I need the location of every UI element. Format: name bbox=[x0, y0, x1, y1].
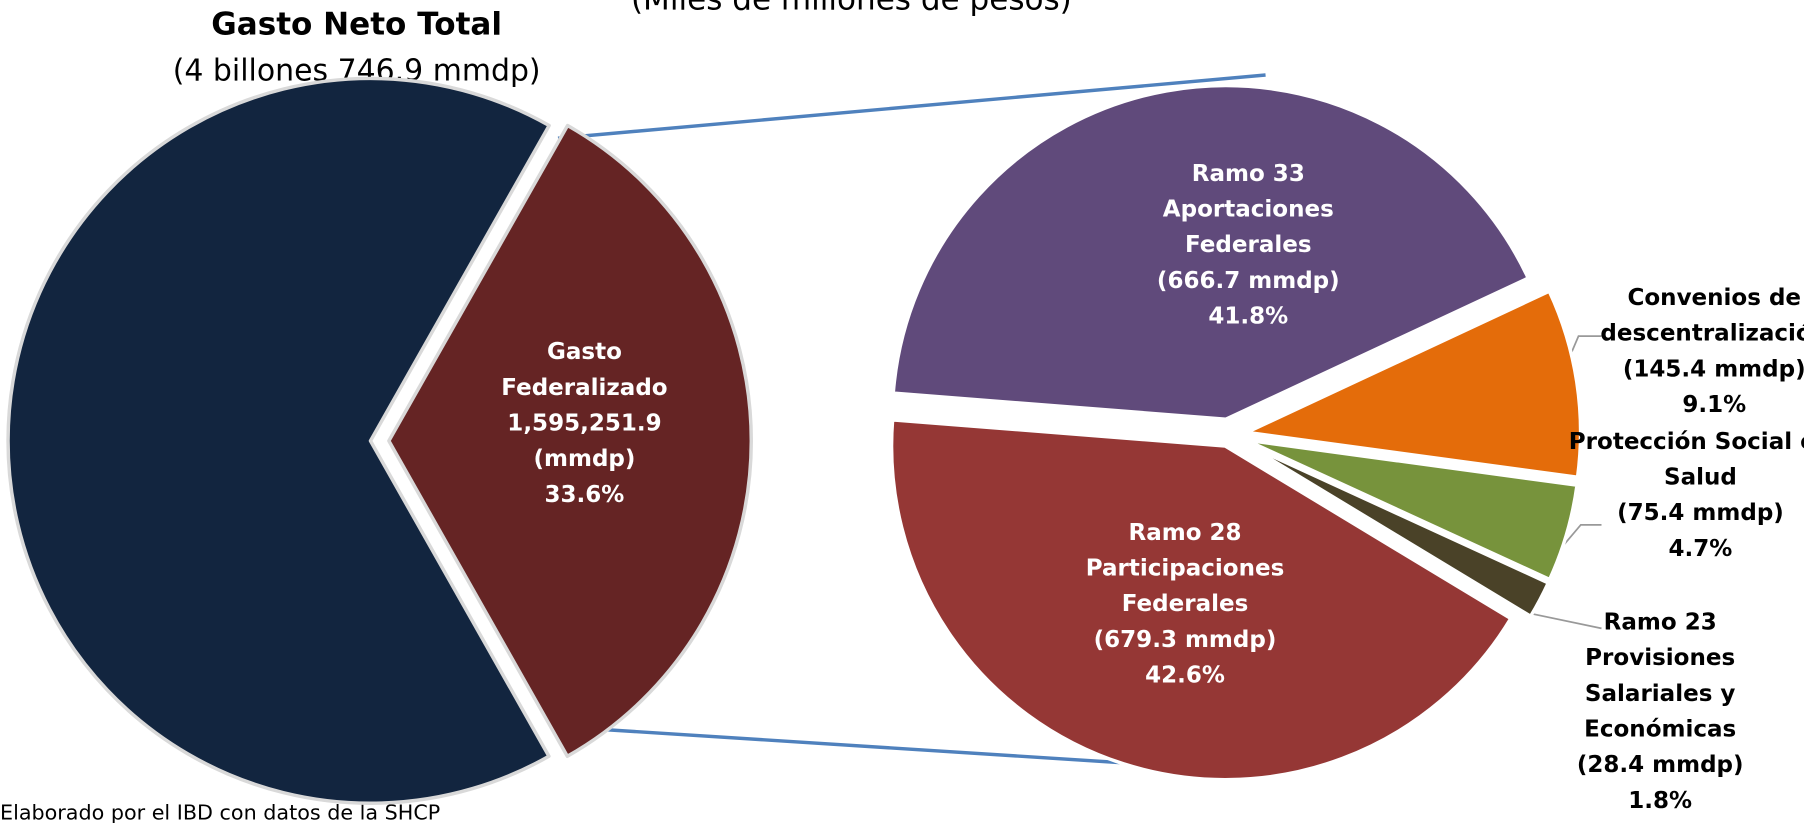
amount-label: (145.4 mmdp) bbox=[1622, 354, 1804, 383]
amount-label: (28.4 mmdp) bbox=[1576, 750, 1744, 778]
pie-slice bbox=[6, 76, 551, 805]
slice-label: Ramo 23 Provisiones Salariales y Económi… bbox=[1574, 604, 1747, 818]
pie-slice bbox=[891, 83, 1530, 421]
category-label: Protección Social en Salud bbox=[1568, 427, 1804, 491]
category-label: Ramo 33 Aportaciones Federales bbox=[1162, 158, 1334, 258]
value-label: 41.8% bbox=[1208, 301, 1289, 330]
source-note: Elaborado por el IBD con datos de la SHC… bbox=[0, 800, 440, 823]
slice-label: Protección Social en Salud (75.4 mmdp) 4.7… bbox=[1567, 424, 1804, 567]
category-label: Gasto Federalizado bbox=[501, 337, 668, 401]
slice-label: Ramo 28 Participaciones Federales (679.3 … bbox=[1064, 514, 1306, 692]
slice-label-text: Protección Social en Salud (75.4 mmdp) 4.7… bbox=[1567, 424, 1804, 567]
pie-slice bbox=[889, 418, 1513, 782]
slice-label: Convenios de descentralización (145.4 mmd… bbox=[1576, 280, 1804, 423]
value-label: 33.6% bbox=[544, 479, 625, 508]
amount-label: (75.4 mmdp) bbox=[1617, 498, 1784, 526]
slice-label-text: Ramo 28 Participaciones Federales (679.3 … bbox=[1064, 514, 1306, 692]
value-label: 1.8% bbox=[1628, 785, 1693, 814]
value-label: 4.7% bbox=[1668, 534, 1733, 562]
slice-label: Gasto Federalizado 1,595,251.9 (mmdp) 33.6… bbox=[492, 334, 676, 512]
slice-label-text: Convenios de descentralización (145.4 mmd… bbox=[1576, 280, 1804, 423]
slice-label-text: Ramo 23 Provisiones Salariales y Económi… bbox=[1574, 604, 1747, 818]
left-title: Gasto Neto Total bbox=[211, 7, 502, 43]
category-label: Ramo 23 Provisiones Salariales y Económi… bbox=[1584, 607, 1737, 743]
slice-label: Ramo 33 Aportaciones Federales (666.7 mmd… bbox=[1128, 156, 1370, 334]
leader-line bbox=[1530, 612, 1602, 630]
category-label: Ramo 28 Participaciones Federales bbox=[1085, 517, 1285, 617]
pie-slice bbox=[387, 123, 753, 758]
value-label: 42.6% bbox=[1145, 660, 1225, 689]
slice-label-text: Gasto Federalizado 1,595,251.9 (mmdp) 33.6… bbox=[492, 334, 676, 512]
amount-label: (679.3 mmdp) bbox=[1093, 624, 1277, 653]
header: (Miles de millones de pesos) bbox=[631, 0, 1072, 17]
value-label: 9.1% bbox=[1682, 390, 1747, 418]
category-label: Convenios de descentralización bbox=[1600, 283, 1804, 347]
connector-line bbox=[557, 73, 1266, 140]
amount-label: (666.7 mmdp) bbox=[1156, 265, 1340, 294]
slice-label-text: Ramo 33 Aportaciones Federales (666.7 mmd… bbox=[1128, 156, 1370, 334]
pie-slice bbox=[1243, 441, 1550, 618]
amount-label: 1,595,251.9 (mmdp) bbox=[507, 408, 662, 472]
pie-slice bbox=[1244, 438, 1579, 582]
pie-slice bbox=[1245, 289, 1583, 479]
